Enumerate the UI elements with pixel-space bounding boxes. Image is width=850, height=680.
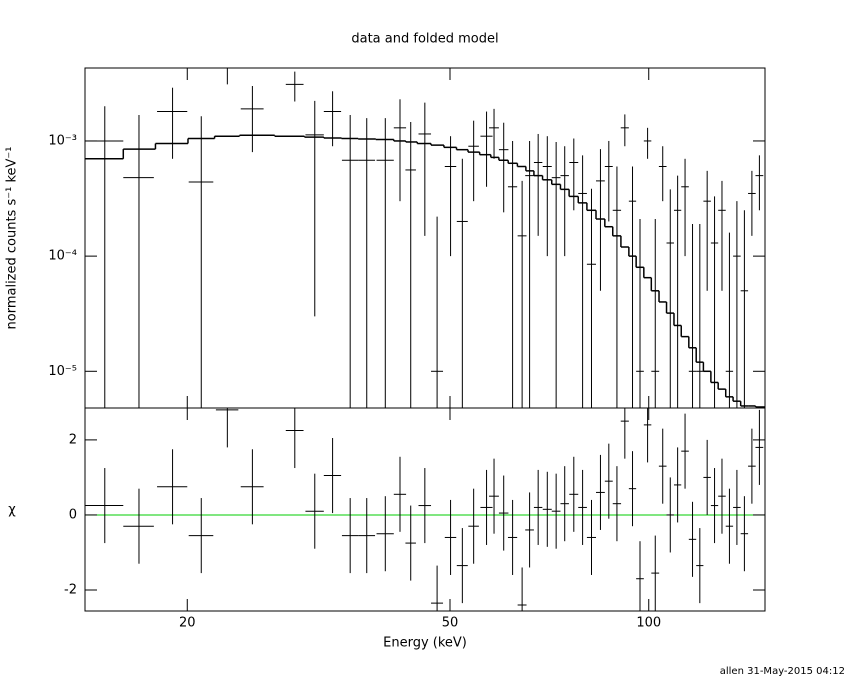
y-axis-label: χ [8, 503, 16, 518]
y-tick-label: -2 [64, 582, 77, 597]
x-axis-label: Energy (keV) [383, 636, 467, 651]
y-axis-label: normalized counts s⁻¹ keV⁻¹ [5, 147, 20, 330]
x-tick-label: 50 [442, 616, 459, 631]
y-tick-label: 10⁻³ [48, 133, 77, 148]
x-tick-label: 20 [179, 616, 196, 631]
plot-area [85, 68, 765, 408]
x-tick-label: 100 [636, 616, 661, 631]
y-tick-label: 10⁻⁵ [48, 364, 77, 379]
y-tick-label: 10⁻⁴ [48, 249, 77, 264]
chart-title: data and folded model [351, 32, 498, 47]
plot-area [85, 408, 765, 611]
y-tick-label: 0 [69, 507, 77, 522]
panel-frame [84, 407, 766, 612]
y-tick-label: 2 [69, 432, 77, 447]
footer: allen 31-May-2015 04:12 [720, 666, 845, 677]
